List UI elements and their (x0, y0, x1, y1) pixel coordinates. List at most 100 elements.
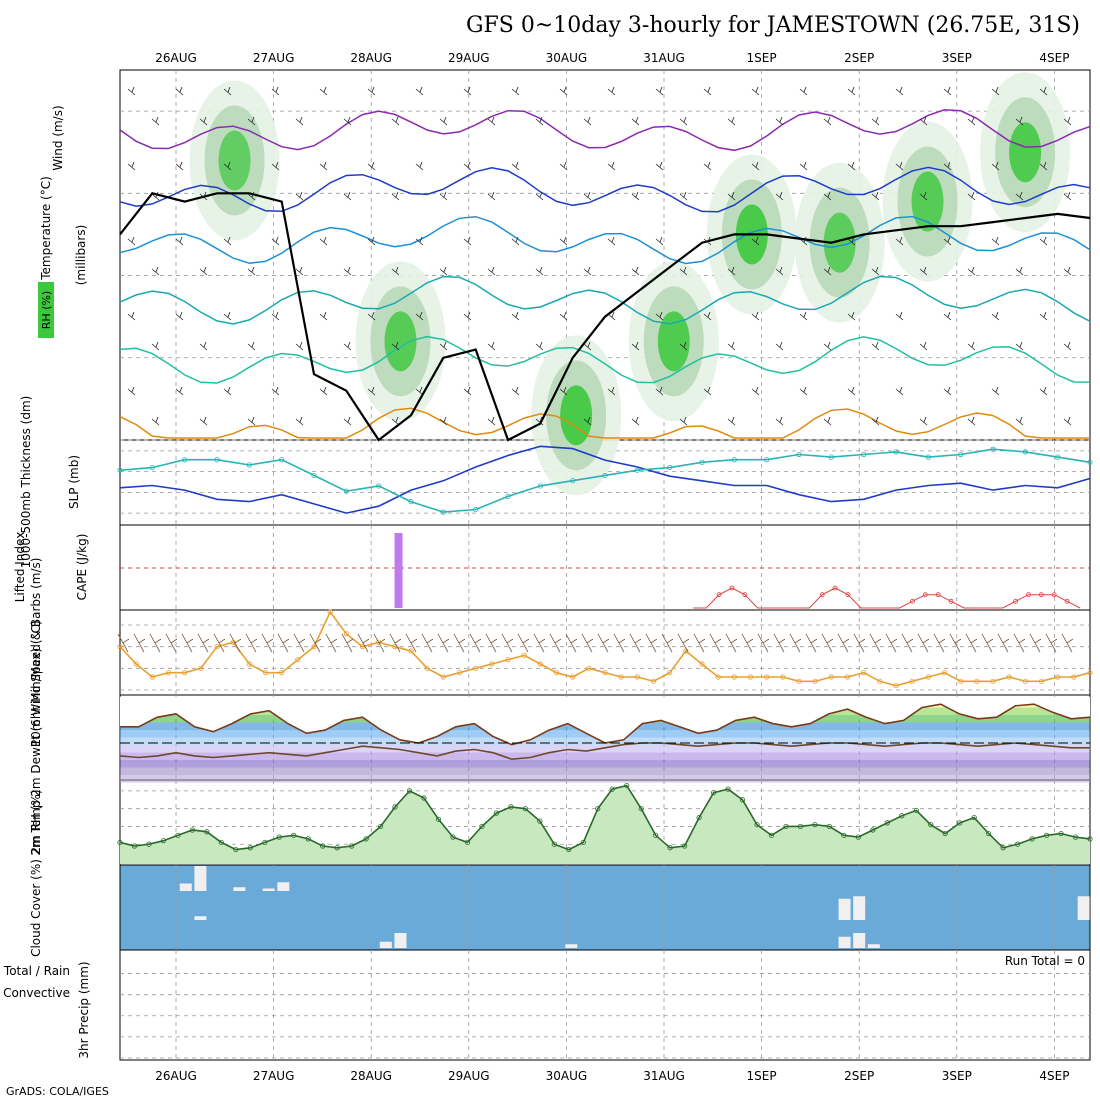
upper-wind-barb (655, 386, 664, 396)
date-label-top: 3SEP (942, 51, 972, 65)
upper-wind-barb (583, 191, 592, 201)
upper-wind-barb (847, 311, 856, 321)
cloud-bar (379, 941, 392, 948)
rh-side-label: RH (%) (40, 291, 53, 329)
upper-wind-barb (271, 311, 280, 321)
upper-wind-barb (847, 236, 856, 246)
upper-wind-barb (487, 341, 496, 351)
upper-wind-barb (511, 86, 520, 96)
upper-wind-barb (559, 236, 568, 246)
upper-wind-barb (319, 86, 328, 96)
temp-color-band (120, 760, 1090, 768)
upper-wind-barb (271, 386, 280, 396)
upper-wind-barb (151, 191, 160, 201)
upper-wind-barb (1063, 416, 1072, 426)
surface-wind-barb (741, 633, 754, 653)
surface-wind-barb (773, 633, 786, 653)
surface-wind-barb (917, 633, 930, 653)
upper-wind-barb (247, 116, 256, 126)
upper-wind-barb (727, 416, 736, 426)
upper-wind-barb (175, 311, 184, 321)
upper-wind-barb (391, 416, 400, 426)
upper-wind-barb (799, 161, 808, 171)
upper-wind-barb (727, 191, 736, 201)
li-point (1064, 598, 1070, 604)
upper-wind-barb (967, 341, 976, 351)
rh-area (911, 171, 944, 232)
wind-side-label: Wind (m/s) (51, 105, 65, 170)
surface-wind-barb (293, 633, 306, 653)
upper-wind-barb (751, 311, 760, 321)
upper-wind-barb (439, 191, 448, 201)
upper-wind-barb (295, 341, 304, 351)
upper-wind-barb (1063, 341, 1072, 351)
upper-wind-barb (223, 311, 232, 321)
upper-wind-barb (967, 116, 976, 126)
footer-credit: GrADS: COLA/IGES (6, 1085, 109, 1098)
surface-wind-barb (213, 633, 226, 653)
upper-wind-barb (1015, 191, 1024, 201)
upper-wind-barb (991, 236, 1000, 246)
surface-wind-barb (533, 633, 546, 653)
surface-wind-barb (581, 633, 594, 653)
surface-wind-barb (117, 633, 130, 653)
upper-wind-barb (199, 116, 208, 126)
surface-wind-barb (261, 633, 274, 653)
upper-wind-barb (511, 386, 520, 396)
rh-line-point (406, 788, 413, 794)
upper-wind-barb (751, 236, 760, 246)
upper-wind-barb (991, 161, 1000, 171)
upper-wind-barb (223, 86, 232, 96)
upper-wind-barb (1039, 311, 1048, 321)
surface-wind-barb (1029, 633, 1042, 653)
upper-wind-barb (1015, 116, 1024, 126)
upper-wind-barb (367, 161, 376, 171)
upper-wind-barb (463, 86, 472, 96)
upper-wind-barb (703, 236, 712, 246)
upper-wind-barb (871, 341, 880, 351)
upper-wind-barb (415, 311, 424, 321)
upper-wind-barb (463, 236, 472, 246)
upper-wind-barb (559, 161, 568, 171)
upper-wind-barb (295, 416, 304, 426)
upper-wind-barb (343, 341, 352, 351)
upper-wind-barb (703, 161, 712, 171)
upper-wind-barb (583, 416, 592, 426)
upper-wind-barb (199, 191, 208, 201)
temperature-contour (119, 407, 1090, 439)
cape-bar (394, 533, 403, 608)
upper-wind-barb (895, 86, 904, 96)
surface-wind-barb (885, 633, 898, 653)
upper-wind-barb (487, 266, 496, 276)
upper-wind-barb (679, 416, 688, 426)
temp-color-band (120, 752, 1090, 760)
upper-wind-barb (727, 116, 736, 126)
upper-wind-barb (823, 116, 832, 126)
upper-wind-barb (655, 86, 664, 96)
upper-wind-barb (655, 236, 664, 246)
wind-speed-line (119, 610, 1091, 687)
surface-wind-barb (485, 633, 498, 653)
rh-line-point (739, 797, 746, 803)
li-axis-label: Lifted Index (13, 532, 27, 603)
rh-line-point (218, 839, 224, 846)
rh-line-point (479, 823, 485, 830)
surface-wind-barb (645, 633, 658, 653)
li-point (716, 592, 722, 598)
panel-frame (119, 864, 1091, 951)
li-point (1013, 598, 1018, 604)
wind-speed-line-point (295, 657, 301, 663)
upper-wind-barb (175, 161, 184, 171)
surface-wind-barb (1013, 633, 1026, 653)
wind-speed-line-point (699, 661, 705, 667)
surface-wind-barb (597, 633, 610, 653)
rh-line-point (942, 830, 948, 837)
upper-wind-barb (1063, 191, 1072, 201)
upper-wind-barb (1063, 266, 1072, 276)
temp-color-band (120, 767, 1090, 775)
upper-wind-barb (775, 116, 784, 126)
upper-wind-barb (535, 191, 544, 201)
li-point (819, 592, 825, 598)
upper-wind-barb (943, 311, 952, 321)
cloud-bar (838, 898, 851, 920)
